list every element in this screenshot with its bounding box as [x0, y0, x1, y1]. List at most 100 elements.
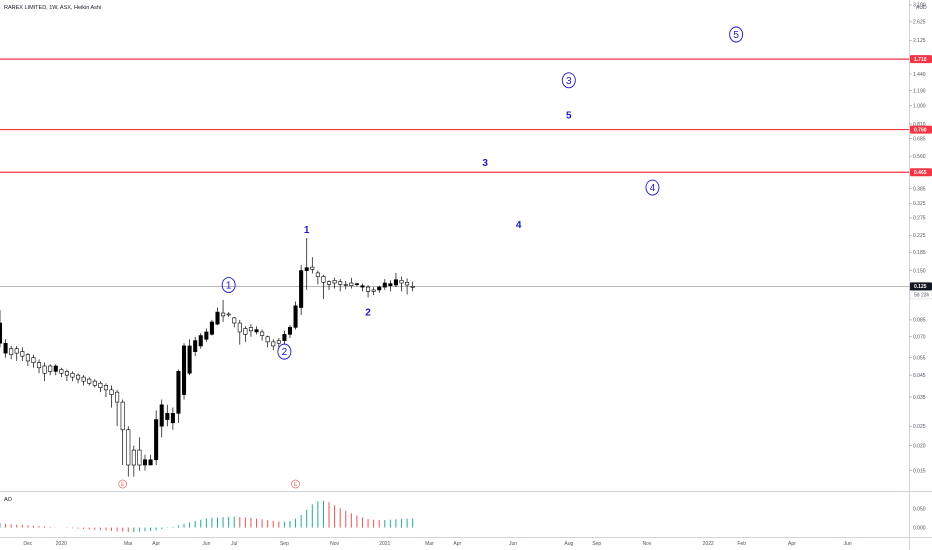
- candle[interactable]: [53, 364, 58, 376]
- ao-pane[interactable]: AO: [0, 497, 414, 533]
- candle[interactable]: [388, 280, 393, 292]
- wave-label[interactable]: 5: [566, 110, 572, 121]
- wave-label-circle[interactable]: [221, 277, 236, 293]
- candle[interactable]: [42, 362, 47, 382]
- candle[interactable]: [265, 335, 270, 348]
- candle[interactable]: [343, 281, 348, 290]
- wave-label-circled[interactable]: 4: [650, 183, 656, 194]
- candle[interactable]: [81, 375, 86, 386]
- candle[interactable]: [315, 270, 320, 285]
- candle[interactable]: [371, 287, 376, 296]
- countdown-label: 5d 23h: [914, 293, 930, 299]
- candle[interactable]: [159, 399, 164, 438]
- wave-label-circle[interactable]: [645, 179, 660, 196]
- candle[interactable]: [92, 379, 97, 388]
- candle[interactable]: [204, 328, 209, 342]
- candle[interactable]: [276, 338, 281, 348]
- time-tick-label: Mar: [425, 541, 434, 547]
- candle[interactable]: [98, 381, 103, 393]
- candle[interactable]: [64, 369, 69, 382]
- candle[interactable]: [154, 410, 159, 466]
- candle[interactable]: [410, 281, 415, 292]
- chart-title: RAREX LIMITED, 1W, ASX, Heikin Ashi: [4, 5, 101, 11]
- candle[interactable]: [0, 310, 3, 348]
- candle[interactable]: [326, 280, 332, 290]
- candle[interactable]: [354, 282, 359, 287]
- candle[interactable]: [248, 324, 253, 337]
- candle[interactable]: [366, 285, 371, 298]
- wave-label-circle[interactable]: [277, 343, 292, 360]
- candle[interactable]: [87, 377, 92, 386]
- candle[interactable]: [393, 272, 398, 288]
- candle[interactable]: [70, 371, 75, 382]
- wave-label-circled[interactable]: 2: [282, 347, 288, 358]
- candle[interactable]: [282, 330, 287, 345]
- candle[interactable]: [338, 279, 343, 292]
- wave-label[interactable]: 4: [516, 220, 522, 231]
- candle[interactable]: [25, 353, 30, 367]
- candle[interactable]: [226, 312, 231, 317]
- candle[interactable]: [254, 326, 259, 335]
- candle[interactable]: [120, 399, 125, 466]
- candle[interactable]: [103, 383, 108, 397]
- candle[interactable]: [198, 333, 203, 349]
- candle[interactable]: [109, 385, 114, 408]
- candle[interactable]: [321, 274, 326, 300]
- candle[interactable]: [215, 307, 220, 326]
- candle[interactable]: [382, 279, 387, 290]
- candle[interactable]: [142, 454, 148, 471]
- candle[interactable]: [377, 285, 382, 293]
- wave-label-circled[interactable]: 5: [733, 30, 739, 41]
- candle[interactable]: [131, 445, 136, 477]
- candle[interactable]: [9, 345, 14, 360]
- candle[interactable]: [165, 404, 170, 427]
- candle[interactable]: [243, 326, 248, 342]
- candle[interactable]: [310, 257, 315, 274]
- candle[interactable]: [209, 319, 214, 336]
- wave-label-circled[interactable]: 3: [566, 76, 572, 87]
- candle[interactable]: [193, 336, 198, 357]
- wave-label-circle[interactable]: [729, 26, 744, 43]
- earnings-marker-label: E: [294, 482, 298, 488]
- candle[interactable]: [271, 339, 276, 351]
- candle[interactable]: [287, 325, 293, 339]
- candle[interactable]: [76, 373, 81, 384]
- candle[interactable]: [332, 277, 337, 289]
- candle[interactable]: [304, 238, 309, 290]
- candle[interactable]: [20, 347, 25, 361]
- candle[interactable]: [126, 426, 131, 477]
- candle[interactable]: [31, 354, 36, 368]
- candle[interactable]: [182, 343, 187, 400]
- wave-label-circled[interactable]: 1: [226, 281, 232, 292]
- candle[interactable]: [232, 316, 237, 328]
- candle[interactable]: [48, 364, 53, 376]
- candle[interactable]: [237, 319, 242, 345]
- candle[interactable]: [360, 283, 365, 292]
- resistance-price-tag: [910, 168, 932, 177]
- candle[interactable]: [59, 367, 64, 378]
- candle[interactable]: [115, 389, 120, 427]
- candle[interactable]: [137, 437, 142, 471]
- price-pane[interactable]: 1 2 3 4 5 1 2 3 4 5 E E: [0, 26, 909, 489]
- wave-label[interactable]: 2: [365, 308, 371, 319]
- candle[interactable]: [399, 276, 404, 292]
- candle[interactable]: [170, 407, 175, 430]
- candle[interactable]: [37, 359, 42, 374]
- candle[interactable]: [148, 454, 153, 466]
- wave-label-circle[interactable]: [561, 72, 576, 89]
- candle[interactable]: [176, 369, 181, 423]
- wave-label[interactable]: 3: [482, 158, 488, 169]
- candle[interactable]: [260, 329, 265, 341]
- earnings-marker[interactable]: [291, 479, 300, 489]
- candle[interactable]: [293, 301, 298, 330]
- candle[interactable]: [14, 345, 19, 361]
- candle[interactable]: [3, 339, 8, 358]
- candle[interactable]: [299, 264, 304, 315]
- candle[interactable]: [405, 278, 410, 295]
- candle[interactable]: [187, 339, 192, 376]
- candle[interactable]: [349, 277, 354, 289]
- earnings-marker[interactable]: [118, 479, 128, 489]
- candle[interactable]: [221, 299, 226, 322]
- wave-label[interactable]: 1: [304, 225, 310, 236]
